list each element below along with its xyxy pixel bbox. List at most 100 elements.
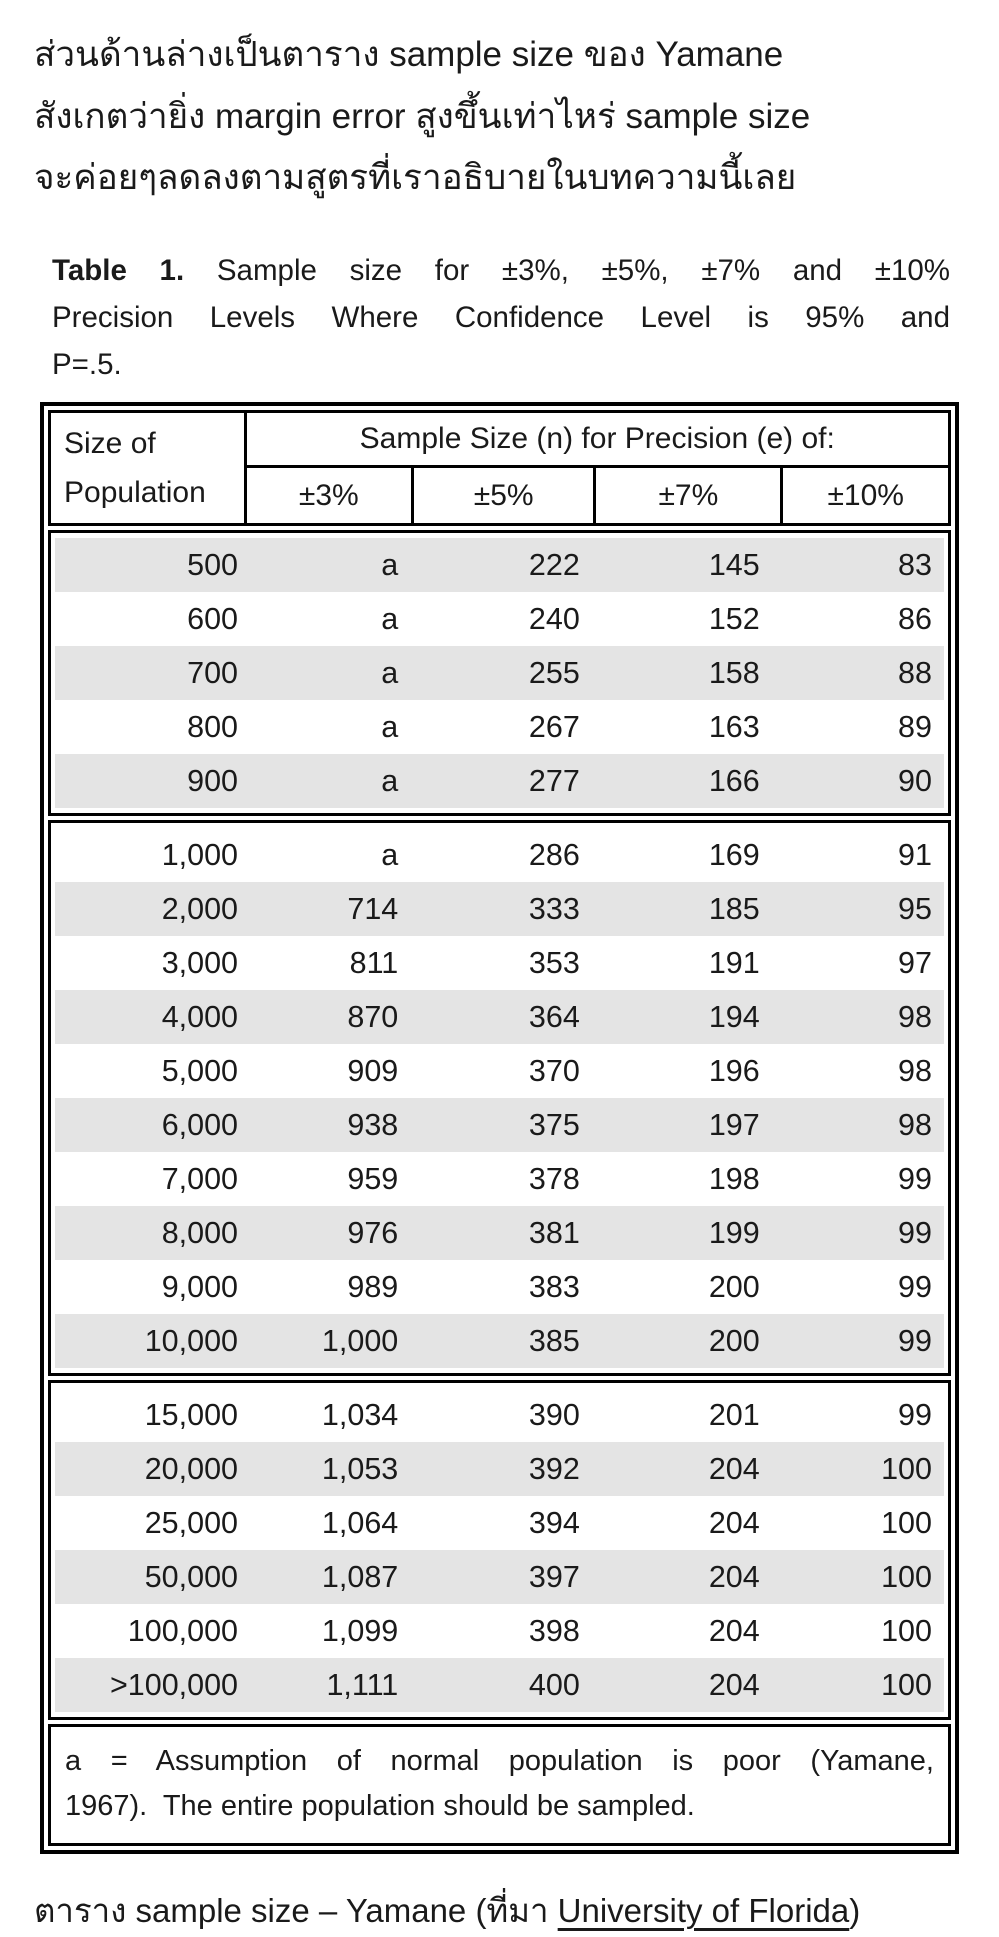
intro-line: สังเกตว่ายิ่ง margin error สูงขึ้นเท่าไห… [34, 96, 811, 136]
sample-size-cell: 169 [708, 837, 760, 872]
sample-size-cell: 100 [881, 1505, 932, 1540]
sample-size-cell: 199 [708, 1215, 760, 1250]
sample-size-cell: 198 [708, 1161, 760, 1196]
sample-size-table: Size of Population Sample Size (n) for P… [40, 402, 959, 1855]
sample-size-cell: 255 [528, 655, 580, 690]
sample-size-cell: 204 [708, 1667, 760, 1702]
table-row: 8,000 976 381 199 99 [55, 1206, 944, 1261]
sample-size-cell: 390 [528, 1397, 580, 1432]
sample-size-cell: 89 [898, 709, 932, 744]
sample-size-cell: 200 [708, 1269, 760, 1304]
sample-size-cell: 204 [708, 1559, 760, 1594]
sample-size-cell: 378 [528, 1161, 580, 1196]
sample-size-cell: 398 [528, 1613, 580, 1648]
population-cell: 15,000 [144, 1397, 239, 1432]
sample-size-cell: 909 [347, 1053, 399, 1088]
population-cell: 900 [187, 763, 239, 798]
sample-size-cell: 163 [708, 709, 760, 744]
precision-header-group: Sample Size (n) for Precision (e) of: ±3… [246, 413, 948, 524]
table-footnote: a = Assumption of normal population is p… [48, 1724, 951, 1847]
sample-size-cell: 1,099 [321, 1613, 399, 1648]
table-title-line: Table 1. Sample size for ±3%, ±5%, ±7% a… [52, 247, 950, 294]
sample-size-cell: 100 [881, 1451, 932, 1486]
table-row: 500 a 222 145 83 [55, 538, 944, 593]
sample-size-cell: a [381, 601, 399, 636]
sample-size-cell: 375 [528, 1107, 580, 1142]
population-cell: 10,000 [144, 1323, 239, 1358]
population-cell: 8,000 [161, 1215, 239, 1250]
table-row: >100,000 1,111 400 204 100 [55, 1658, 944, 1713]
population-cell: 600 [187, 601, 239, 636]
sample-size-cell: 353 [528, 945, 580, 980]
sample-size-cell: 196 [708, 1053, 760, 1088]
image-caption: ตาราง sample size – Yamane (ที่มา Univer… [34, 1884, 963, 1937]
sample-size-cell: 1,053 [321, 1451, 399, 1486]
population-header-line: Size of [64, 427, 156, 461]
sample-size-cell: 204 [708, 1451, 760, 1486]
table-body-block-2: 1,000 a 286 169 91 2,000 714 333 185 95 3,000 811 35… [48, 820, 951, 1377]
sample-size-cell: 989 [347, 1269, 399, 1304]
precision-header-7pct: ±7% [593, 468, 780, 524]
sample-size-cell: 152 [708, 601, 760, 636]
sample-size-group-header: Sample Size (n) for Precision (e) of: [246, 413, 948, 469]
sample-size-cell: 286 [528, 837, 580, 872]
population-cell: 50,000 [144, 1559, 239, 1594]
sample-size-cell: 100 [881, 1559, 932, 1594]
table-row: 9,000 989 383 200 99 [55, 1260, 944, 1314]
sample-size-cell: a [381, 655, 399, 690]
table-row: 900 a 277 166 90 [55, 754, 944, 809]
sample-size-cell: 267 [528, 709, 580, 744]
population-cell: 25,000 [144, 1505, 239, 1540]
sample-size-cell: a [381, 709, 399, 744]
sample-size-cell: 1,087 [321, 1559, 399, 1594]
table-row: 15,000 1,034 390 201 99 [55, 1388, 944, 1442]
population-cell: 9,000 [161, 1269, 239, 1304]
caption-text: ตาราง sample size – Yamane (ที่มา [34, 1892, 558, 1930]
table-row: 700 a 255 158 88 [55, 646, 944, 701]
population-cell: 4,000 [161, 999, 239, 1034]
sample-size-cell: 277 [528, 763, 580, 798]
precision-header-3pct: ±3% [298, 478, 359, 512]
sample-size-cell: a [381, 763, 399, 798]
sample-size-cell: 381 [528, 1215, 580, 1250]
sample-size-cell: 99 [898, 1269, 932, 1304]
footnote-line: a = Assumption of normal population is p… [65, 1745, 934, 1778]
sample-size-cell: 1,064 [321, 1505, 399, 1540]
precision-header-5pct: ±5% [411, 468, 593, 524]
sample-size-cell: 714 [347, 891, 399, 926]
sample-size-cell: 91 [898, 837, 932, 872]
sample-size-cell: 99 [898, 1161, 932, 1196]
sample-size-cell: 1,034 [321, 1397, 399, 1432]
sample-size-cell: 240 [528, 601, 580, 636]
table-header: Size of Population Sample Size (n) for P… [48, 410, 951, 527]
sample-size-cell: 100 [881, 1667, 932, 1702]
source-link[interactable]: University of Florida [557, 1892, 850, 1930]
table-row: 4,000 870 364 194 98 [55, 990, 944, 1045]
sample-size-cell: a [381, 547, 399, 582]
sample-size-cell: 90 [898, 763, 932, 798]
sample-size-cell: 201 [708, 1397, 760, 1432]
table-row: 6,000 938 375 197 98 [55, 1098, 944, 1153]
population-cell: 1,000 [161, 837, 239, 872]
table-title-label: Table 1. [52, 253, 185, 287]
population-cell: 7,000 [161, 1161, 239, 1196]
sample-size-cell: 204 [708, 1505, 760, 1540]
table-row: 100,000 1,099 398 204 100 [55, 1604, 944, 1658]
table-title-line: P=.5. [52, 348, 122, 382]
sample-size-cell: 938 [347, 1107, 399, 1142]
footnote-line: 1967). The entire population should be s… [65, 1790, 695, 1823]
sample-size-cell: 99 [898, 1215, 932, 1250]
sample-size-cell: 400 [528, 1667, 580, 1702]
table-body-block-3: 15,000 1,034 390 201 99 20,000 1,053 392 204 100 2… [48, 1380, 951, 1721]
sample-size-cell: 185 [708, 891, 760, 926]
table-row: 800 a 267 163 89 [55, 700, 944, 754]
sample-size-cell: 194 [708, 999, 760, 1034]
population-header-cell: Size of Population [51, 413, 247, 524]
sample-size-cell: 976 [347, 1215, 399, 1250]
sample-size-cell: 383 [528, 1269, 580, 1304]
sample-size-cell: 204 [708, 1613, 760, 1648]
sample-size-cell: 197 [708, 1107, 760, 1142]
precision-header-10pct: ±10% [780, 468, 948, 524]
sample-size-cell: 97 [898, 945, 932, 980]
